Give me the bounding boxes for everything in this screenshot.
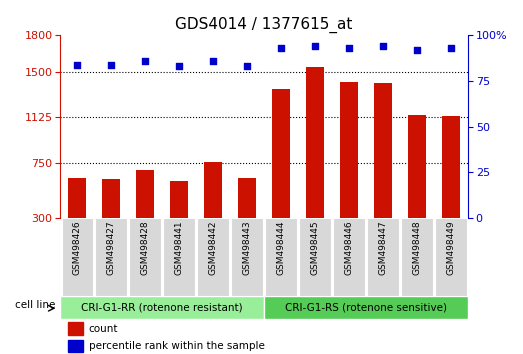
Text: GSM498447: GSM498447 [379,221,388,275]
Point [413,47,422,53]
Text: count: count [89,324,118,333]
Bar [306,67,324,254]
Point [311,44,320,49]
Title: GDS4014 / 1377615_at: GDS4014 / 1377615_at [175,16,353,33]
Text: GSM498449: GSM498449 [447,221,456,275]
Text: GSM498446: GSM498446 [345,221,354,275]
Point [175,64,184,69]
Point [345,45,354,51]
FancyBboxPatch shape [198,218,229,296]
FancyBboxPatch shape [96,218,127,296]
Point [243,64,252,69]
Text: GSM498442: GSM498442 [209,221,218,275]
FancyBboxPatch shape [164,218,195,296]
Point [209,58,218,64]
Bar [69,340,83,352]
FancyBboxPatch shape [60,296,264,319]
FancyBboxPatch shape [334,218,365,296]
FancyBboxPatch shape [436,218,467,296]
Bar [374,83,392,254]
Text: GSM498444: GSM498444 [277,221,286,275]
Text: cell line: cell line [15,300,55,310]
FancyBboxPatch shape [266,218,297,296]
Point [107,62,116,67]
Point [73,62,82,67]
FancyBboxPatch shape [130,218,161,296]
Point [141,58,150,64]
Text: GSM498448: GSM498448 [413,221,422,275]
Bar [69,322,83,335]
FancyBboxPatch shape [402,218,433,296]
Bar [136,170,154,254]
Point [447,45,456,51]
Bar [408,115,426,254]
FancyBboxPatch shape [300,218,331,296]
FancyBboxPatch shape [62,218,93,296]
FancyBboxPatch shape [264,296,468,319]
Bar [204,162,222,254]
Text: GSM498427: GSM498427 [107,221,116,275]
Text: percentile rank within the sample: percentile rank within the sample [89,341,265,351]
FancyBboxPatch shape [232,218,263,296]
Text: GSM498441: GSM498441 [175,221,184,275]
Bar [272,89,290,254]
Text: GSM498426: GSM498426 [73,221,82,275]
FancyBboxPatch shape [368,218,399,296]
Text: GSM498445: GSM498445 [311,221,320,275]
Bar [68,178,86,254]
Text: CRI-G1-RR (rotenone resistant): CRI-G1-RR (rotenone resistant) [81,302,243,312]
Text: GSM498428: GSM498428 [141,221,150,275]
Bar [238,178,256,254]
Bar [442,116,460,254]
Text: CRI-G1-RS (rotenone sensitive): CRI-G1-RS (rotenone sensitive) [285,302,447,312]
Bar [170,181,188,254]
Point [277,45,286,51]
Point [379,44,388,49]
Text: GSM498443: GSM498443 [243,221,252,275]
Bar [340,82,358,254]
Bar [102,179,120,254]
